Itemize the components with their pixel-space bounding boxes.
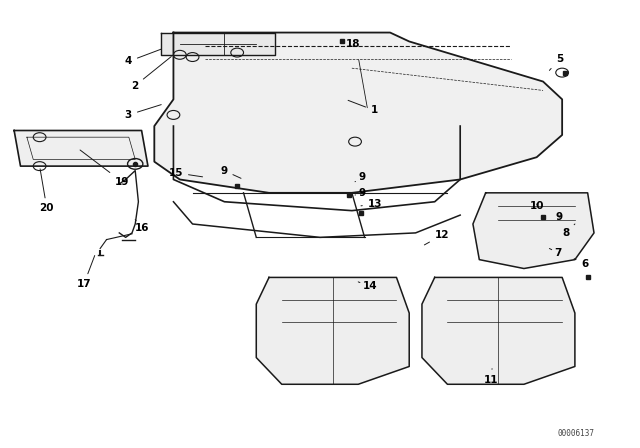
Text: 13: 13 — [361, 199, 382, 209]
Text: 4: 4 — [125, 49, 161, 66]
Text: 9: 9 — [355, 188, 365, 198]
Text: 7: 7 — [549, 248, 562, 258]
Text: 14: 14 — [358, 281, 378, 291]
Text: 9: 9 — [556, 212, 563, 222]
Text: 1: 1 — [348, 100, 378, 116]
Polygon shape — [161, 33, 275, 55]
Polygon shape — [154, 33, 562, 193]
Text: 17: 17 — [77, 255, 95, 289]
Text: 8: 8 — [562, 224, 575, 238]
Text: 19: 19 — [80, 150, 129, 187]
Text: 20: 20 — [40, 169, 54, 213]
Text: 15: 15 — [168, 168, 202, 178]
Polygon shape — [14, 130, 148, 166]
Text: 11: 11 — [484, 369, 499, 385]
Text: 9: 9 — [355, 172, 365, 182]
Polygon shape — [256, 277, 409, 384]
Text: 12: 12 — [424, 230, 449, 245]
Polygon shape — [473, 193, 594, 268]
Text: 6: 6 — [574, 258, 589, 269]
Text: 5: 5 — [549, 54, 563, 70]
Text: 16: 16 — [135, 220, 150, 233]
Polygon shape — [422, 277, 575, 384]
Text: 10: 10 — [531, 201, 545, 211]
Text: 2: 2 — [131, 56, 172, 91]
Text: 9: 9 — [220, 166, 241, 178]
Text: 18: 18 — [342, 39, 360, 49]
Text: 3: 3 — [125, 105, 161, 120]
Text: 00006137: 00006137 — [557, 429, 594, 438]
